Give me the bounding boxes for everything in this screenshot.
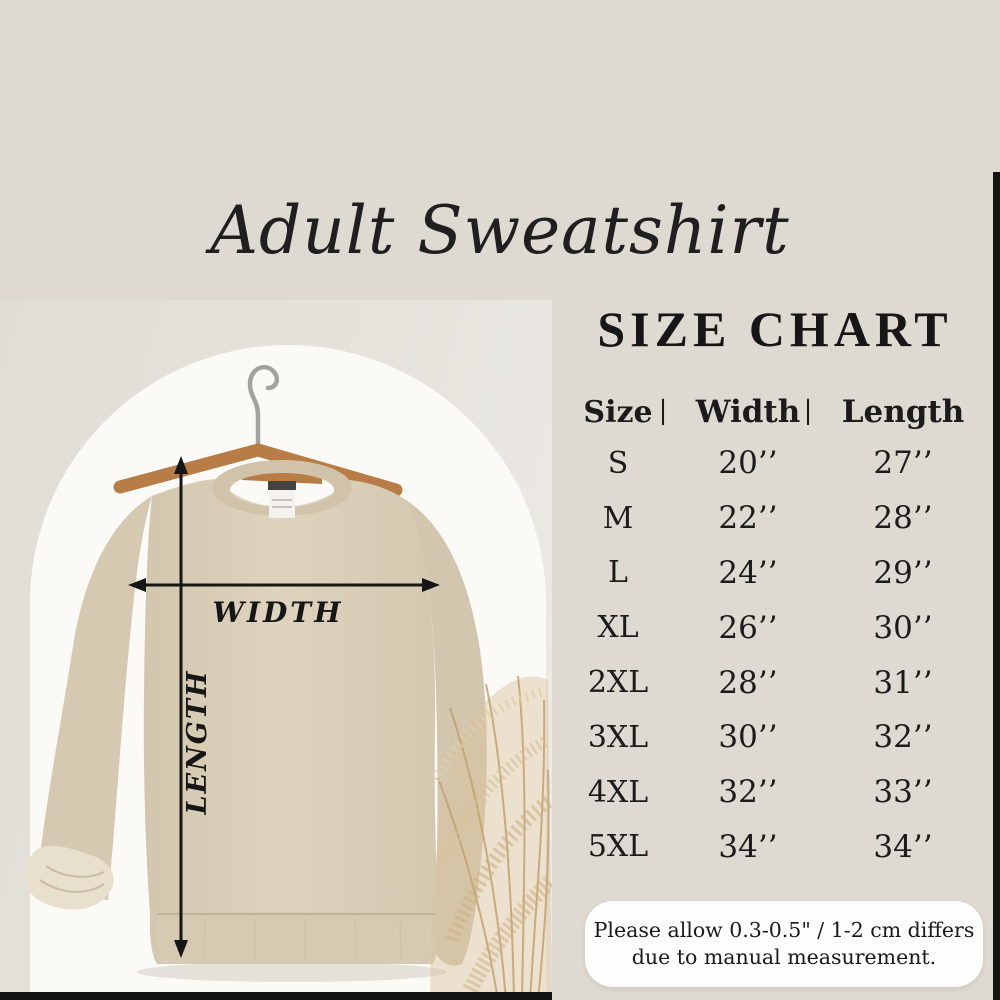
size-row-m: M 22’’ 28’’ — [575, 491, 995, 546]
width-cell: 20’’ — [718, 445, 778, 482]
column-header-width: Width — [695, 394, 801, 430]
left-sleeve — [39, 496, 153, 900]
width-label: WIDTH — [212, 596, 343, 629]
measurement-note-line1: Please allow 0.3-0.5" / 1-2 cm differs — [593, 918, 975, 942]
width-cell: 32’’ — [718, 774, 778, 811]
neck-tag — [268, 481, 296, 490]
length-label: LENGTH — [182, 670, 213, 816]
header-separator: | — [658, 396, 668, 426]
size-row-5xl: 5XL 34’’ 34’’ — [575, 820, 995, 875]
size-row-xl: XL 26’’ 30’’ — [575, 600, 995, 655]
size-chart-title: SIZE CHART — [597, 301, 953, 357]
size-cell: L — [608, 555, 628, 591]
width-arrow — [128, 578, 440, 592]
length-cell: 34’’ — [873, 828, 933, 865]
width-cell: 26’’ — [718, 609, 778, 646]
length-cell: 27’’ — [873, 445, 933, 482]
column-header-length: Length — [841, 394, 965, 430]
hanger-hook-icon — [247, 364, 280, 453]
size-chart-header-row: Size Width Length | | — [575, 388, 995, 436]
collar — [212, 460, 352, 516]
width-cell: 30’’ — [718, 719, 778, 756]
neck-label-text-lines — [272, 499, 292, 508]
hem-ribs — [203, 917, 402, 961]
size-cell: 3XL — [587, 719, 649, 755]
sweatshirt-body — [143, 479, 440, 964]
header-separator: | — [803, 396, 813, 426]
length-cell: 29’’ — [873, 554, 933, 591]
column-header-size: Size — [583, 394, 653, 430]
size-row-3xl: 3XL 30’’ 32’’ — [575, 710, 995, 765]
size-cell: M — [602, 500, 634, 536]
sweatshirt-measurement-graphic: WIDTH LENGTH — [24, 345, 552, 1000]
photo-bottom-border — [0, 992, 552, 1000]
size-row-l: L 24’’ 29’’ — [575, 546, 995, 601]
size-cell: 5XL — [587, 829, 649, 865]
left-cuff-roll — [24, 845, 114, 910]
size-cell: XL — [597, 610, 639, 646]
measurement-note-line2: due to manual measurement. — [631, 945, 937, 969]
right-frame-border — [993, 172, 1000, 1000]
size-row-s: S 20’’ 27’’ — [575, 436, 995, 491]
right-sleeve — [406, 500, 487, 966]
measurement-note: Please allow 0.3-0.5" / 1-2 cm differs d… — [585, 901, 983, 987]
floor-shadow — [137, 962, 447, 982]
product-title: Adult Sweatshirt — [210, 192, 790, 269]
length-cell: 33’’ — [873, 774, 933, 811]
neck-label — [269, 490, 295, 518]
length-arrow — [174, 456, 188, 958]
size-row-4xl: 4XL 32’’ 33’’ — [575, 765, 995, 820]
size-cell: 4XL — [587, 774, 649, 810]
length-cell: 28’’ — [873, 500, 933, 537]
product-photo: WIDTH LENGTH — [0, 300, 552, 1000]
size-row-2xl: 2XL 28’’ 31’’ — [575, 655, 995, 710]
size-cell: 2XL — [587, 665, 649, 701]
cuff-fold-lines — [39, 865, 105, 893]
width-cell: 28’’ — [718, 664, 778, 701]
width-cell: 34’’ — [718, 828, 778, 865]
hem-band — [157, 912, 437, 964]
dried-grass-decoration — [430, 675, 552, 1000]
length-cell: 32’’ — [873, 719, 933, 756]
width-cell: 24’’ — [718, 554, 778, 591]
hanger-icon — [113, 443, 403, 497]
length-cell: 30’’ — [873, 609, 933, 646]
size-chart-section: SIZE CHART Size Width Length | | S 20’’ … — [575, 300, 995, 1000]
size-chart-table: Size Width Length | | S 20’’ 27’’ M 22’’… — [575, 388, 995, 874]
width-cell: 22’’ — [718, 500, 778, 537]
length-cell: 31’’ — [873, 664, 933, 701]
size-cell: S — [607, 445, 629, 481]
